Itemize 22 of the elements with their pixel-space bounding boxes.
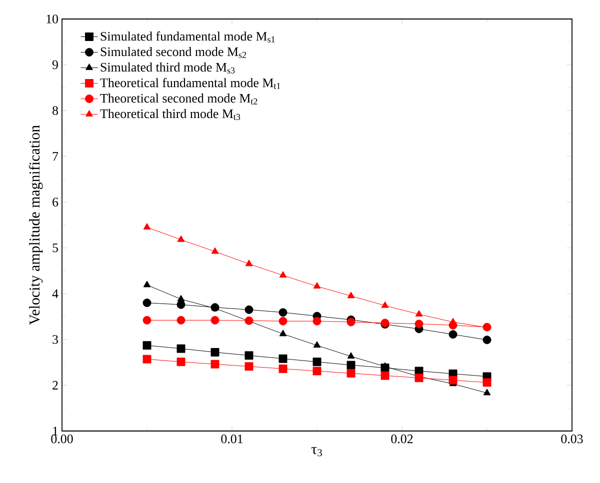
y-tick-label: 8 [52, 106, 58, 115]
x-axis-title: τ$_{3}$ [311, 447, 322, 456]
y-tick-label: 6 [52, 198, 58, 206]
y-tick-label: 9 [52, 60, 58, 70]
legend-label: Simulated fundamental mode M$_{s1}$ [100, 31, 275, 43]
y-tick-label: 10 [46, 14, 58, 24]
x-tick-label: 0.00 [51, 434, 73, 444]
x-tick-label: 0.03 [561, 434, 583, 444]
y-tick-label: 4 [52, 289, 58, 298]
legend-label: Theoretical seconed mode M$_{t2}$ [100, 94, 258, 105]
x-tick-label: 0.02 [391, 434, 413, 444]
legend-label: Simulated third mode M$_{s3}$ [100, 62, 235, 74]
y-tick-label: 7 [52, 152, 58, 161]
legend-label: Theoretical fundamental mode M$_{t1}$ [100, 78, 280, 90]
legend-label: Theoretical third mode M$_{t3}$ [100, 109, 240, 120]
y-tick-label: 1 [53, 426, 58, 436]
y-tick-label: 5 [52, 244, 58, 252]
y-tick-label: 3 [52, 335, 58, 344]
y-axis-title: Velocity amplitude magnification [28, 125, 43, 325]
x-tick-label: 0.01 [221, 434, 243, 444]
legend-label: Simulated second mode M$_{s2}$ [100, 47, 246, 58]
y-tick-label: 2 [52, 380, 58, 390]
